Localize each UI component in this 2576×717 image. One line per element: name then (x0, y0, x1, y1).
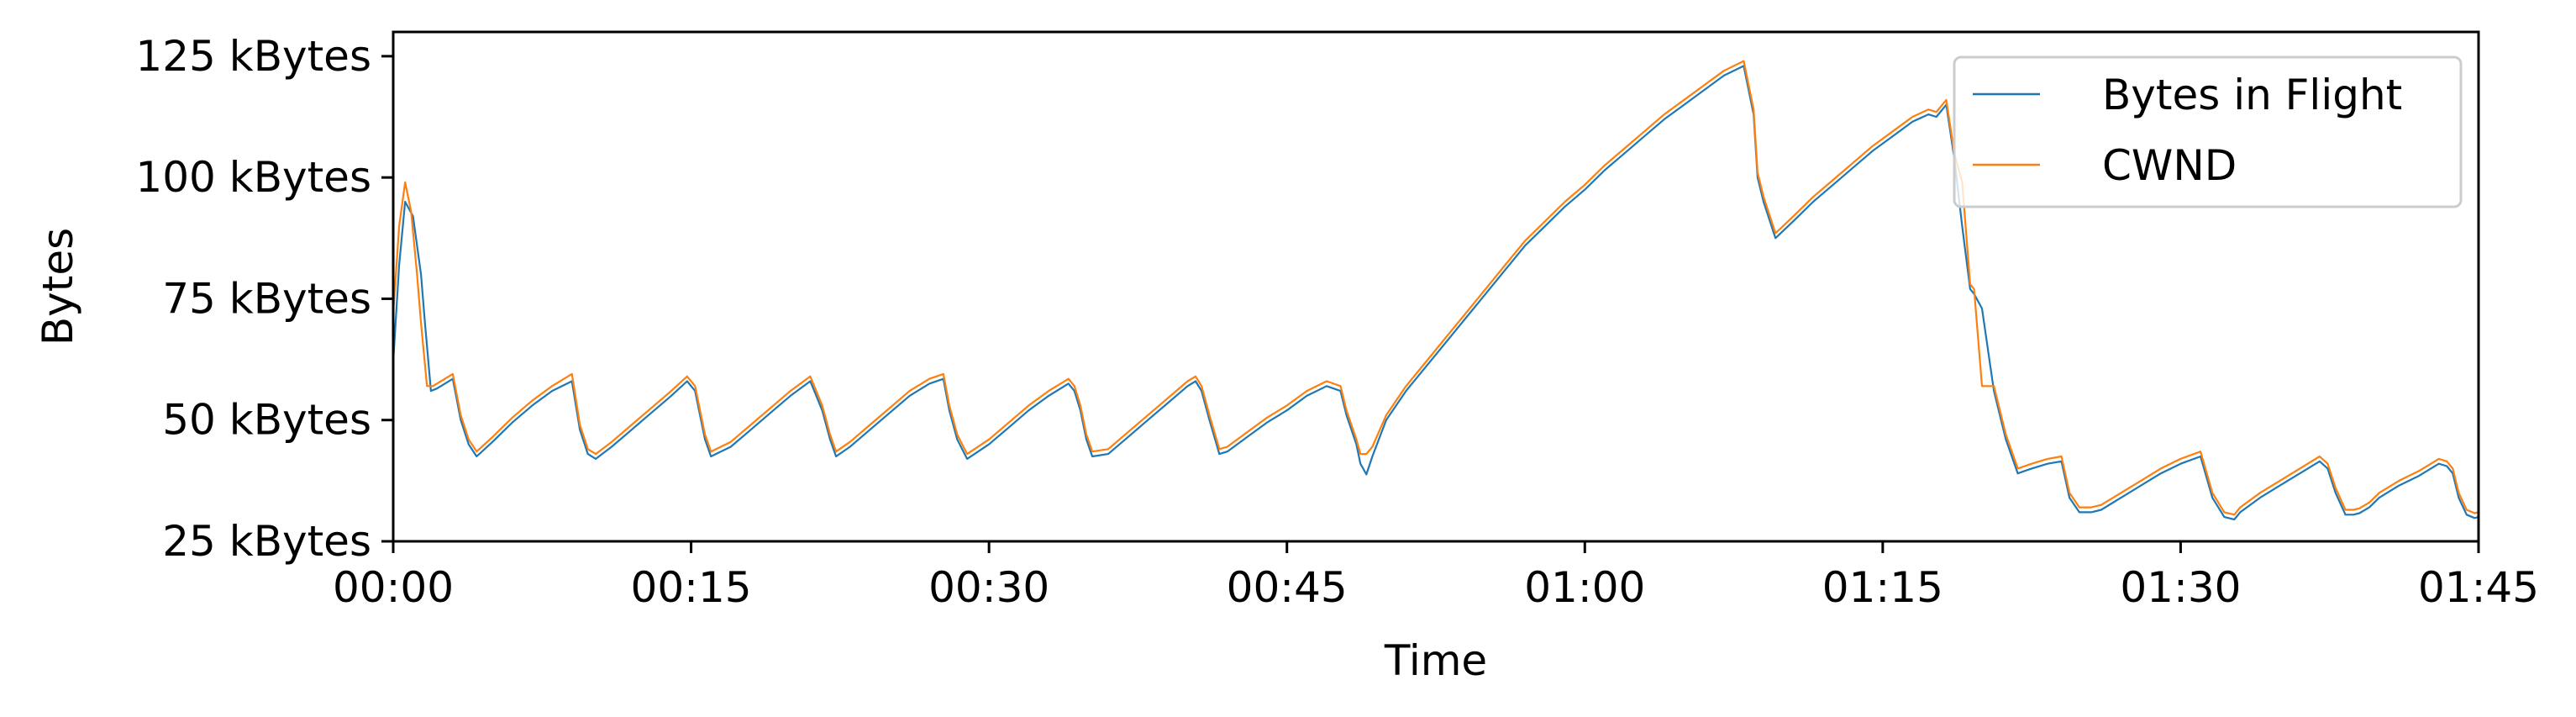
plot-area (392, 30, 2480, 543)
y-tick-label: 125 kBytes (135, 32, 371, 81)
legend-box (1953, 55, 2463, 208)
x-axis: 00:00 00:15 00:30 00:45 01:00 01:15 01:30 01:45 (333, 541, 2539, 612)
legend-label: CWND (2102, 141, 2237, 190)
y-tick-label: 100 kBytes (135, 153, 371, 202)
y-axis: 25 kBytes 50 kBytes 75 kBytes 100 kBytes 125… (135, 32, 393, 566)
plot-frame (392, 30, 2480, 543)
x-tick-label: 00:30 (928, 563, 1049, 612)
y-tick-label: 50 kBytes (162, 396, 371, 445)
x-tick-label: 01:30 (2120, 563, 2241, 612)
legend: Bytes in Flight CWND (1953, 55, 2463, 208)
x-tick-label: 01:15 (1822, 563, 1943, 612)
series-line-bytes-in-flight (392, 65, 2479, 521)
y-axis-label: Bytes (34, 228, 82, 345)
series-line-cwnd (392, 60, 2479, 516)
y-tick-label: 25 kBytes (162, 517, 371, 566)
x-tick-label: 01:00 (1524, 563, 1645, 612)
x-tick-label: 00:45 (1227, 563, 1348, 612)
x-tick-label: 00:15 (631, 563, 752, 612)
x-tick-label: 00:00 (333, 563, 454, 612)
x-axis-label: Time (1384, 636, 1487, 685)
x-tick-label: 01:45 (2418, 563, 2539, 612)
legend-label: Bytes in Flight (2102, 71, 2402, 119)
y-tick-label: 75 kBytes (162, 274, 371, 323)
